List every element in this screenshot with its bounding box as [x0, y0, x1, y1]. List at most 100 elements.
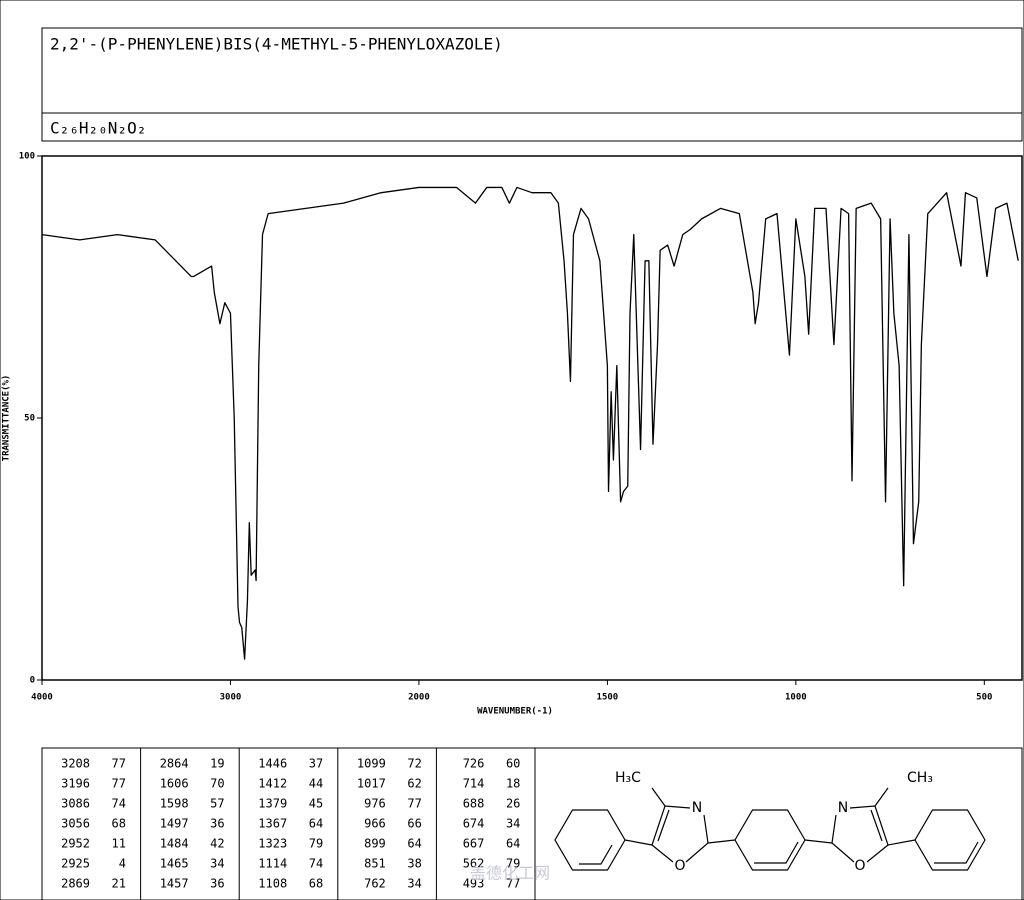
wavenumber-cell: 1379: [258, 797, 287, 811]
wavenumber-cell: 2952: [61, 837, 90, 851]
watermark: 盖德化工网: [470, 864, 550, 883]
transmittance-cell: 77: [506, 877, 520, 891]
bond: [651, 787, 666, 807]
structure-label: N: [692, 800, 702, 816]
wavenumber-cell: 1598: [160, 797, 189, 811]
y-tick-label: 0: [30, 676, 35, 686]
x-tick-label: 1500: [597, 693, 619, 703]
transmittance-cell: 74: [112, 797, 126, 811]
transmittance-cell: 68: [112, 817, 126, 831]
wavenumber-cell: 3086: [61, 797, 90, 811]
wavenumber-cell: 851: [364, 857, 386, 871]
wavenumber-cell: 726: [463, 757, 485, 771]
wavenumber-cell: 674: [463, 817, 485, 831]
wavenumber-cell: 1484: [160, 837, 189, 851]
transmittance-cell: 77: [112, 777, 126, 791]
transmittance-cell: 64: [407, 837, 421, 851]
wavenumber-cell: 3196: [61, 777, 90, 791]
structure-label: CH₃: [907, 770, 933, 786]
x-tick-label: 3000: [220, 693, 242, 703]
double-bond: [870, 809, 883, 842]
bond: [651, 844, 674, 863]
wavenumber-cell: 3208: [61, 757, 90, 771]
transmittance-cell: 79: [506, 857, 520, 871]
transmittance-cell: 42: [210, 837, 224, 851]
wavenumber-cell: 1497: [160, 817, 189, 831]
formula-box: [41, 112, 1023, 142]
benzene-ring: [554, 809, 626, 871]
double-bond: [579, 844, 613, 865]
transmittance-cell: 38: [407, 857, 421, 871]
double-bond: [754, 841, 799, 864]
wavenumber-cell: 2869: [61, 877, 90, 891]
transmittance-cell: 36: [210, 877, 224, 891]
x-tick-label: 500: [976, 693, 992, 703]
double-bond: [934, 841, 979, 864]
wavenumber-cell: 714: [463, 777, 485, 791]
wavenumber-cell: 966: [364, 817, 386, 831]
transmittance-cell: 68: [309, 877, 323, 891]
transmittance-cell: 79: [309, 837, 323, 851]
transmittance-cell: 74: [309, 857, 323, 871]
wavenumber-cell: 762: [364, 877, 386, 891]
y-tick-label: 50: [24, 414, 35, 424]
bond: [874, 787, 889, 807]
transmittance-cell: 34: [506, 817, 520, 831]
transmittance-cell: 72: [407, 757, 421, 771]
x-axis-label: WAVENUMBER(-1): [477, 707, 553, 717]
bond: [887, 839, 916, 846]
transmittance-cell: 4: [119, 857, 126, 871]
wavenumber-cell: 493: [463, 877, 485, 891]
x-tick-label: 1000: [785, 693, 807, 703]
wavenumber-cell: 1457: [160, 877, 189, 891]
wavenumber-cell: 1446: [258, 757, 287, 771]
transmittance-cell: 66: [407, 817, 421, 831]
structure-box: [534, 747, 1023, 900]
wavenumber-cell: 1017: [357, 777, 386, 791]
wavenumber-cell: 1114: [258, 857, 287, 871]
plot: 4000 3000 2000 1500 1000 500 0 50 100: [19, 152, 1019, 703]
wavenumber-cell: 1412: [258, 777, 287, 791]
y-tick-label: 100: [19, 152, 35, 162]
formula: C₂₆H₂₀N₂O₂: [50, 119, 146, 138]
x-tick-label: 2000: [408, 693, 430, 703]
wavenumber-cell: 1323: [258, 837, 287, 851]
wavenumber-cell: 1606: [160, 777, 189, 791]
structure-label: O: [854, 858, 865, 874]
wavenumber-cell: 1367: [258, 817, 287, 831]
transmittance-cell: 64: [506, 837, 520, 851]
transmittance-cell: 11: [112, 837, 126, 851]
transmittance-cell: 21: [112, 877, 126, 891]
wavenumber-cell: 976: [364, 797, 386, 811]
transmittance-cell: 18: [506, 777, 520, 791]
wavenumber-cell: 688: [463, 797, 485, 811]
structure-label: N: [838, 800, 848, 816]
wavenumber-cell: 667: [463, 837, 485, 851]
wavenumber-cell: 1108: [258, 877, 287, 891]
y-axis-label: TRANSMITTANCE(%): [2, 375, 12, 462]
transmittance-cell: 77: [112, 757, 126, 771]
benzene-ring: [914, 809, 986, 871]
wavenumber-cell: 3056: [61, 817, 90, 831]
transmittance-cell: 34: [210, 857, 224, 871]
bond: [624, 839, 653, 846]
transmittance-cell: 45: [309, 797, 323, 811]
peak-table: 3208 77 2864 19 1446 37 1099 72 726 60 3196 77 1606 7…: [61, 748, 520, 900]
transmittance-cell: 57: [210, 797, 224, 811]
structure-label: O: [674, 858, 685, 874]
wavenumber-cell: 899: [364, 837, 386, 851]
wavenumber-cell: 1099: [357, 757, 386, 771]
transmittance-cell: 26: [506, 797, 520, 811]
spectrum-line: [41, 186, 1019, 660]
transmittance-cell: 62: [407, 777, 421, 791]
structure: [554, 787, 986, 871]
transmittance-cell: 44: [309, 777, 323, 791]
transmittance-cell: 19: [210, 757, 224, 771]
bond: [707, 839, 736, 844]
double-bond: [657, 809, 670, 842]
wavenumber-cell: 2864: [160, 757, 189, 771]
transmittance-cell: 34: [407, 877, 421, 891]
benzene-ring: [734, 809, 806, 871]
